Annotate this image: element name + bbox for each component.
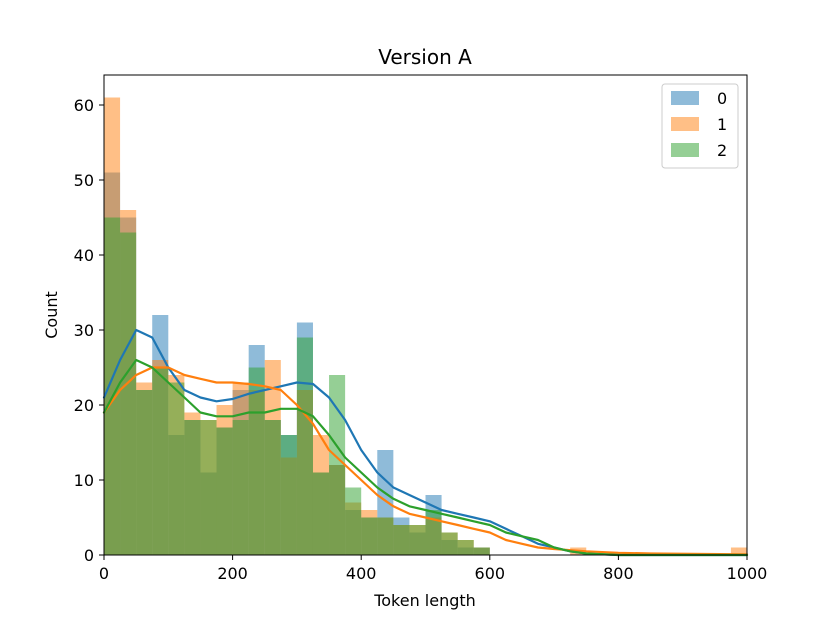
bar-series-2-bin-21 (441, 532, 458, 555)
legend-label-0: 0 (717, 89, 727, 108)
bar-series-2-bin-20 (425, 510, 442, 555)
bar-series-2-bin-7 (216, 427, 233, 555)
y-tick-label-10: 10 (74, 471, 94, 490)
kde-line-series-2 (102, 358, 749, 557)
kde-lines (102, 328, 749, 557)
x-axis-label: Token length (373, 591, 476, 610)
bar-series-2-bin-6 (200, 420, 217, 555)
bar-series-2-bin-18 (393, 525, 410, 555)
y-axis-label: Count (42, 291, 61, 339)
x-axis: 0 200 400 600 800 1000 (99, 555, 767, 583)
x-tick-label-600: 600 (475, 564, 506, 583)
bar-series-2-bin-10 (264, 420, 281, 555)
y-axis: 0 10 20 30 40 50 60 (74, 96, 104, 565)
y-tick-label-60: 60 (74, 96, 94, 115)
bar-series-2-bin-0 (104, 217, 121, 555)
bar-series-2-bin-11 (280, 435, 297, 555)
x-tick-label-400: 400 (346, 564, 377, 583)
bar-series-1-bin-39 (730, 547, 747, 555)
x-tick-label-0: 0 (99, 564, 109, 583)
bar-series-2-bin-13 (312, 472, 330, 555)
bar-series-2-bin-2 (136, 390, 153, 555)
bar-series-2-bin-23 (473, 547, 490, 555)
x-tick-label-1000: 1000 (727, 564, 768, 583)
histogram-bars (104, 97, 747, 555)
y-tick-label-40: 40 (74, 246, 94, 265)
y-tick-label-0: 0 (84, 546, 94, 565)
bar-series-2-bin-14 (329, 375, 346, 555)
bar-series-2-bin-9 (248, 367, 265, 555)
bar-series-2-bin-4 (168, 382, 185, 555)
bar-series-2-bin-19 (409, 525, 426, 555)
legend-swatch-2 (671, 143, 699, 157)
bar-series-2-bin-22 (457, 540, 474, 555)
bar-series-2-bin-15 (345, 487, 362, 555)
bar-series-2-bin-16 (361, 517, 378, 555)
legend-label-2: 2 (717, 141, 727, 160)
legend-swatch-1 (671, 117, 699, 131)
kde-line-series-1 (102, 366, 749, 556)
legend-label-1: 1 (717, 115, 727, 134)
bar-series-2-bin-17 (377, 517, 394, 555)
plot-frame (103, 74, 748, 556)
legend-swatch-0 (671, 91, 699, 105)
bar-series-2-bin-12 (296, 337, 313, 555)
x-tick-label-800: 800 (603, 564, 634, 583)
y-tick-label-50: 50 (74, 171, 94, 190)
bar-series-2-bin-5 (184, 420, 201, 555)
kde-line-series-0 (102, 328, 749, 557)
legend: 0 1 2 (661, 83, 739, 169)
bar-series-2-bin-8 (232, 420, 249, 555)
bar-series-2-bin-3 (152, 367, 169, 555)
chart-title: Version A (378, 45, 472, 69)
y-tick-label-30: 30 (74, 321, 94, 340)
x-tick-label-200: 200 (217, 564, 248, 583)
y-tick-label-20: 20 (74, 396, 94, 415)
bar-series-2-bin-1 (120, 232, 137, 555)
